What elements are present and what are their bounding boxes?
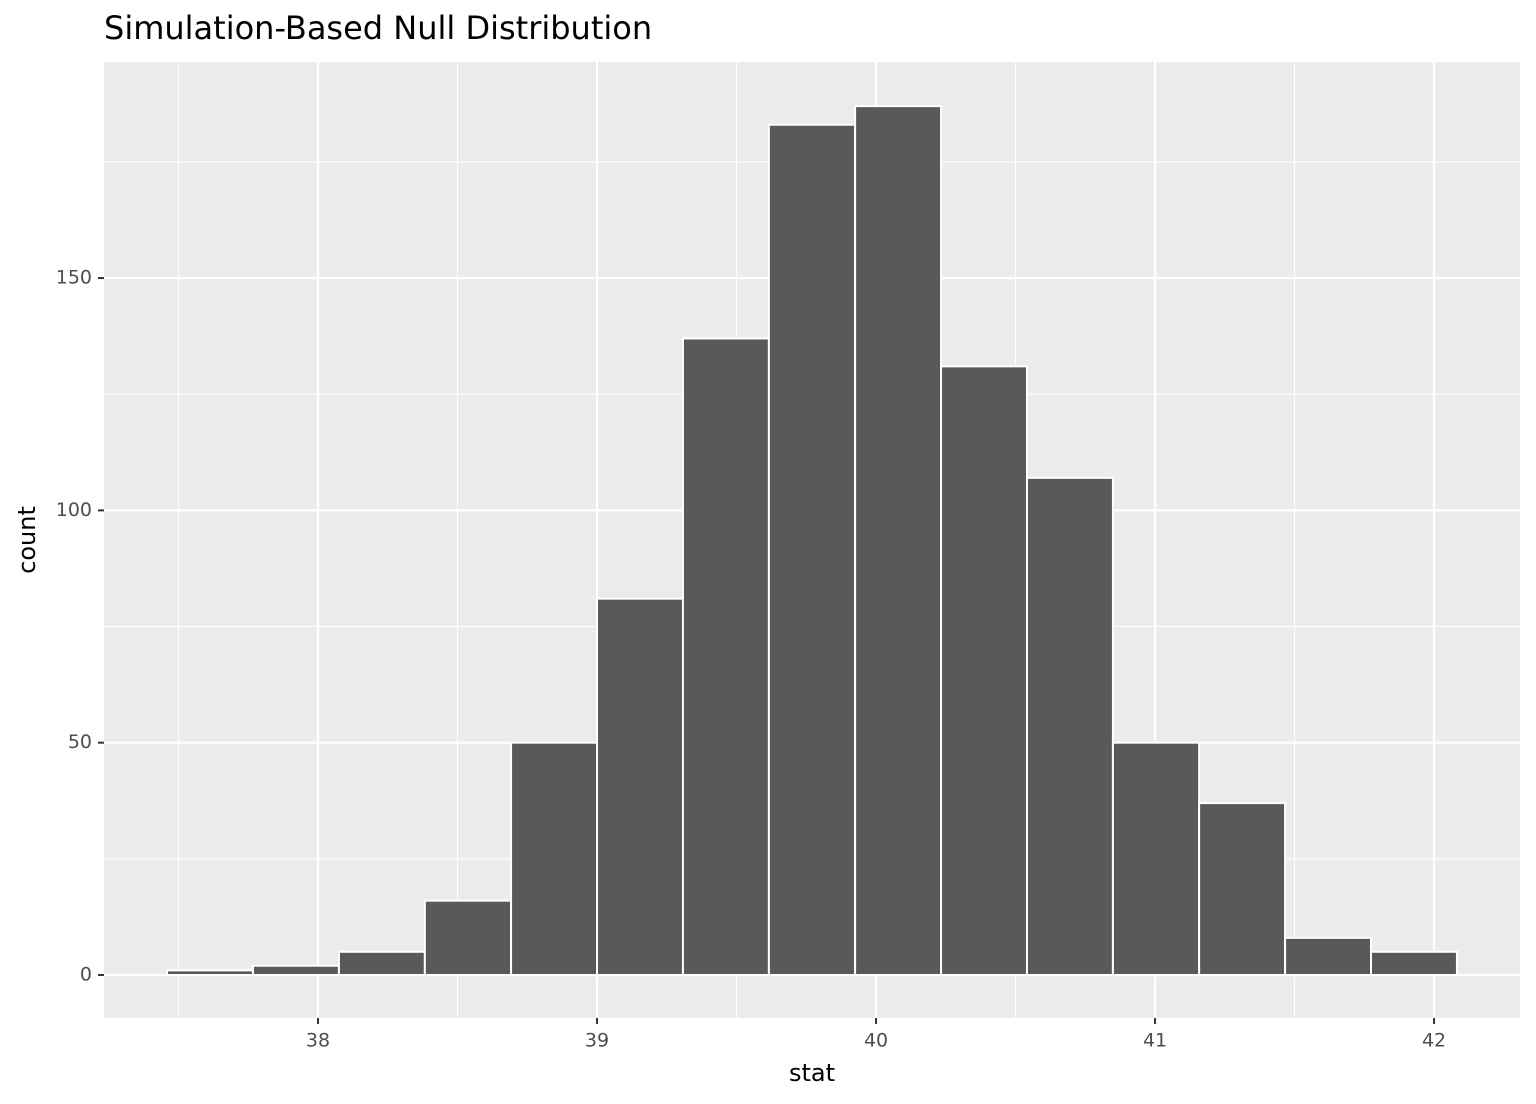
y-tick-label: 100 bbox=[56, 499, 92, 521]
y-tick-label: 0 bbox=[80, 964, 92, 986]
bar bbox=[940, 365, 1028, 977]
bar bbox=[1025, 476, 1114, 977]
bars bbox=[166, 105, 1458, 977]
x-tick-label: 38 bbox=[306, 1030, 330, 1052]
bar bbox=[1198, 802, 1287, 977]
x-tick-label: 40 bbox=[864, 1030, 888, 1052]
x-tick-label: 42 bbox=[1422, 1030, 1446, 1052]
bar bbox=[1284, 936, 1373, 977]
bar bbox=[337, 950, 426, 977]
x-axis-title: stat bbox=[789, 1059, 835, 1087]
y-axis-title: count bbox=[13, 506, 41, 574]
y-tick-label: 150 bbox=[56, 267, 92, 289]
bar bbox=[596, 597, 684, 977]
x-tick-label: 41 bbox=[1143, 1030, 1167, 1052]
bar bbox=[854, 105, 943, 977]
bar bbox=[251, 964, 340, 977]
bar bbox=[423, 899, 513, 977]
axes: 0 50 100 150 38 39 40 41 42 bbox=[56, 267, 1446, 1052]
chart-title: Simulation-Based Null Distribution bbox=[104, 9, 652, 47]
bar bbox=[510, 741, 599, 977]
bar bbox=[681, 337, 770, 977]
y-tick-label: 50 bbox=[68, 731, 92, 753]
bar bbox=[1370, 950, 1458, 977]
bar bbox=[767, 123, 857, 977]
x-tick-label: 39 bbox=[585, 1030, 609, 1052]
bar bbox=[1111, 741, 1201, 977]
bar bbox=[166, 969, 254, 977]
